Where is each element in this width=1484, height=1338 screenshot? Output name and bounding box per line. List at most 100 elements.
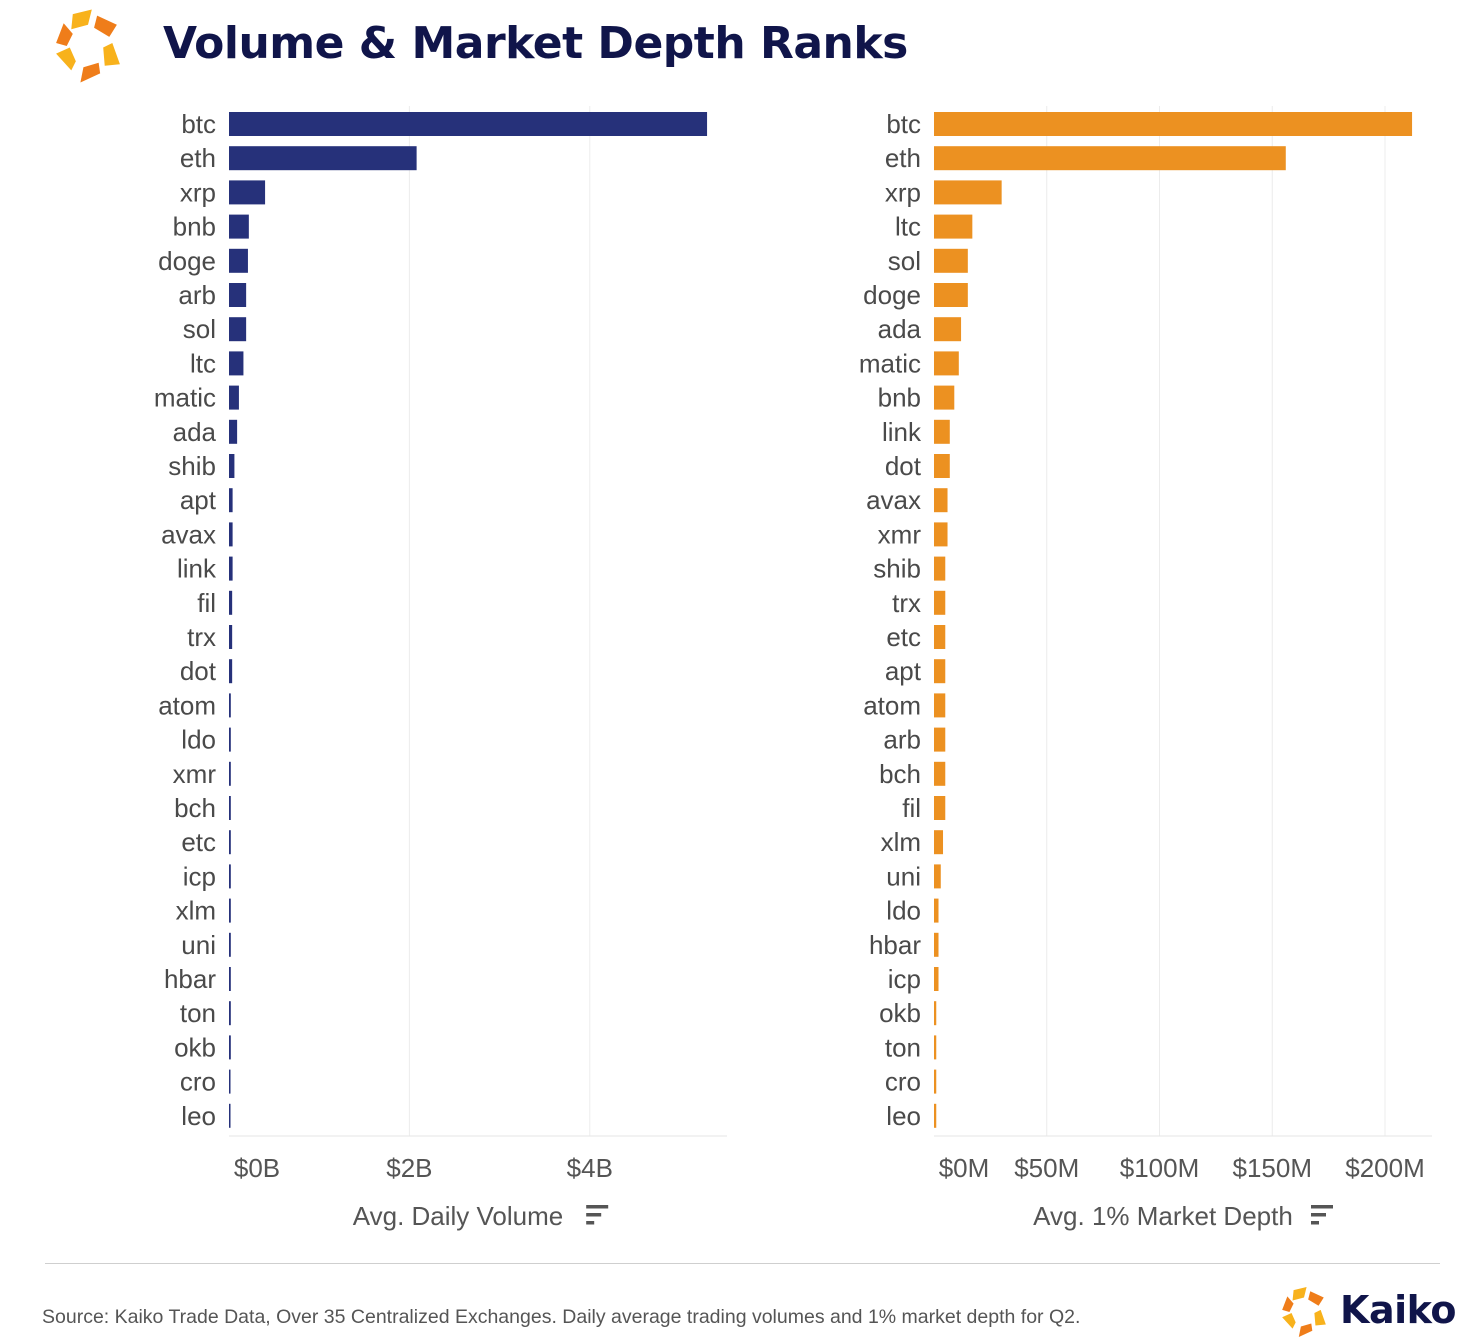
depth-bar-bnb bbox=[934, 385, 955, 410]
depth-bar-link bbox=[934, 419, 950, 444]
depth-category-label: apt bbox=[885, 656, 922, 686]
depth-bar-xrp bbox=[934, 180, 1002, 205]
vol-bar-bnb bbox=[229, 214, 249, 239]
vol-category-label: xmr bbox=[173, 759, 217, 789]
depth-tick-label: $100M bbox=[1120, 1153, 1200, 1183]
depth-axis-title-label: Avg. 1% Market Depth bbox=[1033, 1201, 1293, 1231]
depth-category-label: leo bbox=[886, 1101, 921, 1131]
depth-category-label: btc bbox=[886, 109, 921, 139]
depth-bar-eth bbox=[934, 146, 1286, 171]
depth-category-label: matic bbox=[859, 348, 921, 378]
vol-bar-arb bbox=[229, 283, 247, 307]
vol-bar-leo bbox=[229, 1103, 231, 1128]
sort-descending-icon[interactable] bbox=[1311, 1205, 1333, 1225]
vol-category-label: fil bbox=[197, 588, 216, 618]
vol-bar-shib bbox=[229, 454, 235, 478]
depth-category-label: icp bbox=[888, 964, 921, 994]
page-title: Volume & Market Depth Ranks bbox=[163, 18, 908, 69]
depth-bar-icp bbox=[934, 967, 939, 991]
vol-bar-uni bbox=[229, 932, 231, 957]
vol-bar-link bbox=[229, 556, 233, 581]
vol-bar-trx bbox=[229, 625, 233, 649]
footer-divider bbox=[45, 1263, 1440, 1264]
depth-bar-doge bbox=[934, 283, 968, 307]
depth-bar-arb bbox=[934, 727, 946, 752]
vol-category-label: ldo bbox=[181, 725, 216, 755]
depth-category-label: trx bbox=[892, 588, 921, 618]
vol-bar-btc bbox=[229, 112, 708, 136]
brand-name: Kaiko bbox=[1340, 1288, 1456, 1332]
vol-category-label: bnb bbox=[173, 212, 216, 242]
depth-category-label: link bbox=[882, 417, 922, 447]
depth-category-label: atom bbox=[863, 690, 921, 720]
vol-bar-okb bbox=[229, 1035, 231, 1060]
depth-category-label: xlm bbox=[881, 827, 921, 857]
vol-category-label: arb bbox=[178, 280, 216, 310]
vol-category-label: doge bbox=[158, 246, 216, 276]
depth-category-label: hbar bbox=[869, 930, 921, 960]
vol-category-label: link bbox=[177, 554, 217, 584]
vol-bar-dot bbox=[229, 659, 233, 684]
depth-category-label: shib bbox=[873, 554, 921, 584]
depth-bar-apt bbox=[934, 659, 946, 684]
vol-category-label: matic bbox=[154, 383, 216, 413]
vol-bar-xmr bbox=[229, 761, 231, 786]
kaiko-logo-icon bbox=[1282, 1287, 1326, 1337]
vol-category-label: icp bbox=[183, 861, 216, 891]
depth-category-label: xmr bbox=[878, 519, 922, 549]
kaiko-logo-icon bbox=[56, 9, 120, 83]
depth-category-label: arb bbox=[883, 725, 921, 755]
source-note: Source: Kaiko Trade Data, Over 35 Centra… bbox=[42, 1306, 1081, 1328]
vol-bar-xlm bbox=[229, 898, 231, 923]
vol-bar-xrp bbox=[229, 180, 266, 205]
vol-bar-doge bbox=[229, 248, 248, 273]
vol-bar-fil bbox=[229, 590, 233, 615]
vol-category-label: eth bbox=[180, 143, 216, 173]
depth-bar-okb bbox=[934, 1001, 937, 1026]
depth-bar-cro bbox=[934, 1069, 937, 1094]
vol-category-label: trx bbox=[187, 622, 216, 652]
vol-bar-matic bbox=[229, 385, 239, 410]
depth-category-label: etc bbox=[886, 622, 921, 652]
depth-bar-bch bbox=[934, 761, 946, 786]
depth-bar-xlm bbox=[934, 830, 944, 855]
vol-category-label: leo bbox=[181, 1101, 216, 1131]
vol-category-label: apt bbox=[180, 485, 217, 515]
vol-axis-title: Avg. Daily Volume bbox=[353, 1201, 609, 1231]
sort-descending-icon[interactable] bbox=[586, 1205, 609, 1225]
depth-category-label: ton bbox=[885, 1032, 921, 1062]
vol-category-label: shib bbox=[168, 451, 216, 481]
vol-bar-ton bbox=[229, 1001, 231, 1026]
depth-category-label: sol bbox=[888, 246, 921, 276]
depth-bar-trx bbox=[934, 590, 946, 615]
vol-category-label: xrp bbox=[180, 177, 216, 207]
depth-bar-fil bbox=[934, 796, 946, 820]
vol-bar-ada bbox=[229, 419, 238, 444]
vol-category-label: uni bbox=[181, 930, 216, 960]
vol-bar-icp bbox=[229, 864, 231, 889]
depth-category-label: avax bbox=[866, 485, 921, 515]
vol-category-label: hbar bbox=[164, 964, 216, 994]
depth-axis-title: Avg. 1% Market Depth bbox=[1033, 1201, 1333, 1231]
vol-bar-ltc bbox=[229, 351, 244, 376]
vol-category-label: sol bbox=[183, 314, 216, 344]
vol-tick-label: $0B bbox=[234, 1153, 280, 1183]
vol-bar-cro bbox=[229, 1069, 231, 1094]
vol-tick-label: $2B bbox=[386, 1153, 432, 1183]
depth-category-label: dot bbox=[885, 451, 922, 481]
depth-category-label: xrp bbox=[885, 177, 921, 207]
depth-bar-btc bbox=[934, 112, 1413, 136]
depth-category-label: ltc bbox=[895, 212, 921, 242]
vol-category-label: bch bbox=[174, 793, 216, 823]
depth-bar-shib bbox=[934, 556, 946, 581]
market-depth-rank-chart: btc eth xrp ltc sol doge ada matic bnb link dot ava… bbox=[859, 106, 1432, 1231]
depth-category-label: eth bbox=[885, 143, 921, 173]
vol-bar-bch bbox=[229, 796, 231, 820]
vol-bar-eth bbox=[229, 146, 417, 171]
vol-category-label: okb bbox=[174, 1032, 216, 1062]
depth-tick-label: $200M bbox=[1345, 1153, 1425, 1183]
depth-bar-etc bbox=[934, 625, 946, 649]
depth-bar-ltc bbox=[934, 214, 973, 239]
depth-bar-avax bbox=[934, 488, 948, 513]
vol-bar-avax bbox=[229, 522, 233, 547]
